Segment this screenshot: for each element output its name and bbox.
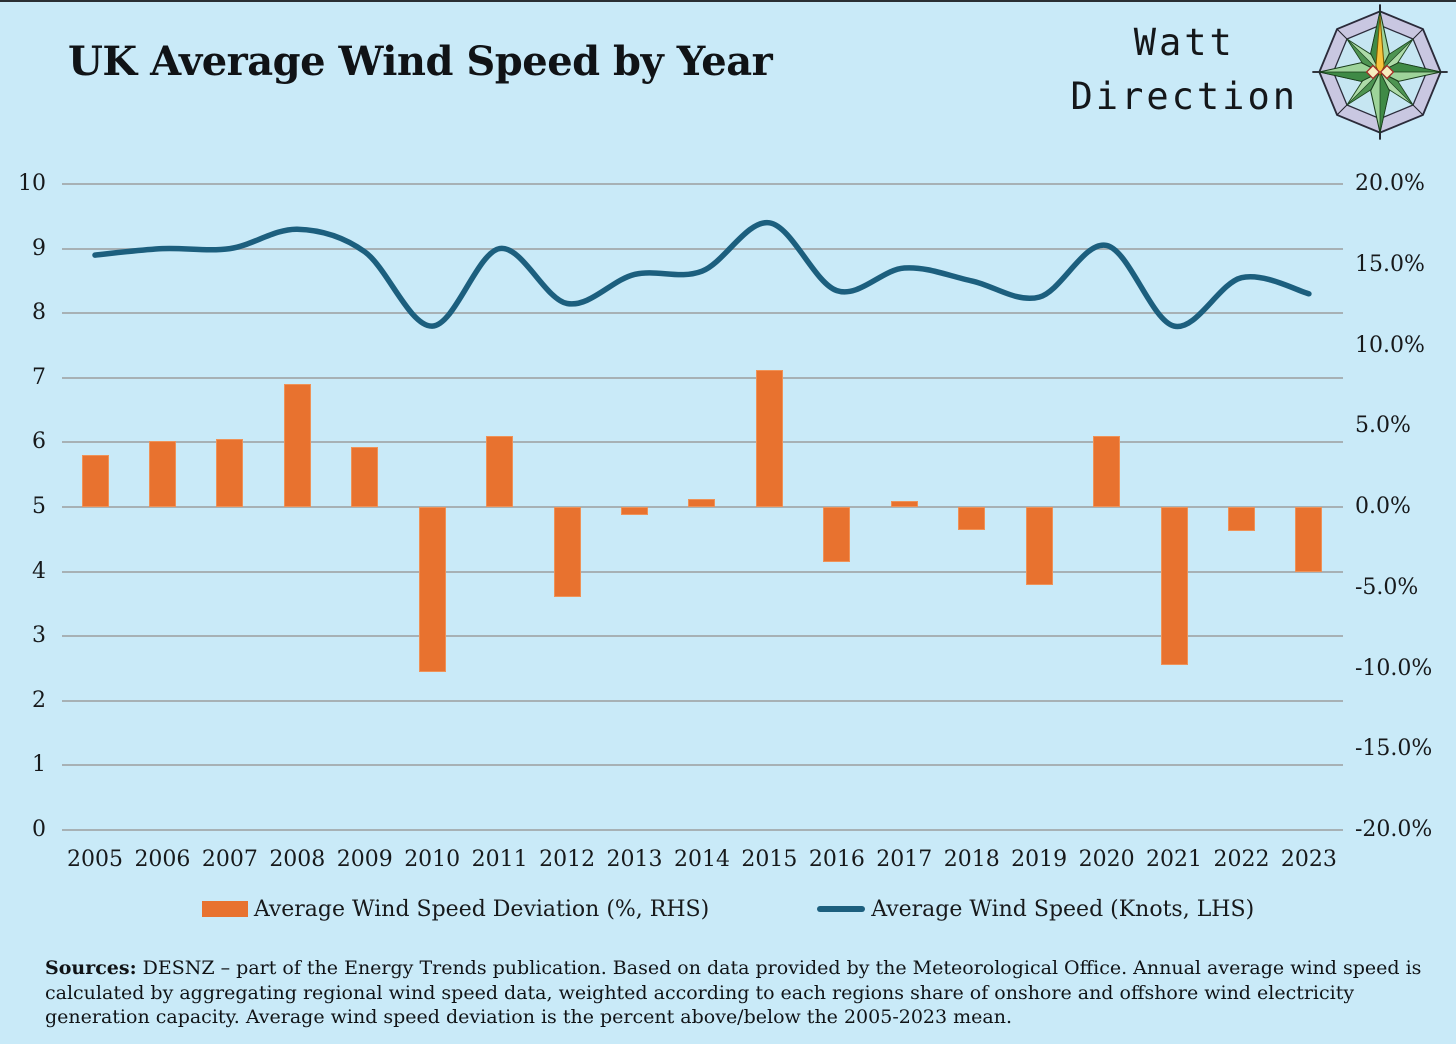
brand-line-2: Direction xyxy=(1070,75,1298,118)
bar-2021 xyxy=(1160,507,1188,666)
gridline xyxy=(62,247,1343,250)
legend-label-speed: Average Wind Speed (Knots, LHS) xyxy=(871,896,1255,922)
left-axis-tick: 4 xyxy=(32,558,46,584)
x-axis-label-2019: 2019 xyxy=(1011,847,1068,872)
bar-2011 xyxy=(486,435,514,507)
x-axis-label-2006: 2006 xyxy=(134,847,191,872)
gridline xyxy=(62,441,1343,444)
bar-2014 xyxy=(688,498,716,507)
x-axis-label-2010: 2010 xyxy=(404,847,461,872)
bar-2012 xyxy=(553,507,581,598)
x-axis-label-2015: 2015 xyxy=(741,847,798,872)
right-axis-tick: 20.0% xyxy=(1355,171,1425,196)
bar-2008 xyxy=(283,384,311,507)
bar-2006 xyxy=(148,440,176,507)
gridline xyxy=(62,829,1343,831)
x-axis-label-2007: 2007 xyxy=(201,847,258,872)
bar-swatch-icon xyxy=(201,901,248,917)
bar-2022 xyxy=(1227,507,1255,532)
gridline xyxy=(62,635,1343,638)
sources-text: DESNZ – part of the Energy Trends public… xyxy=(45,957,1422,1028)
left-axis-tick: 10 xyxy=(18,171,46,196)
gridline xyxy=(62,506,1343,508)
sources-label: Sources: xyxy=(45,957,137,979)
bar-2018 xyxy=(958,507,986,530)
left-axis-tick: 0 xyxy=(32,817,46,842)
legend-item-deviation: Average Wind Speed Deviation (%, RHS) xyxy=(201,896,710,922)
legend-label-deviation: Average Wind Speed Deviation (%, RHS) xyxy=(253,896,710,922)
left-axis-tick: 3 xyxy=(32,623,46,649)
right-axis-tick: 10.0% xyxy=(1355,332,1425,358)
x-axis-label-2014: 2014 xyxy=(673,847,730,872)
x-axis-label-2017: 2017 xyxy=(876,847,933,872)
compass-rose-icon xyxy=(1312,4,1448,140)
sources-note: Sources: DESNZ – part of the Energy Tren… xyxy=(45,956,1423,1030)
gridline xyxy=(62,570,1343,573)
right-axis-tick: 5.0% xyxy=(1355,413,1411,439)
left-axis-tick: 7 xyxy=(32,364,46,390)
page-title: UK Average Wind Speed by Year xyxy=(68,38,773,85)
bar-2009 xyxy=(351,447,379,507)
bar-2005 xyxy=(81,455,109,507)
brand-wordmark: Watt Direction xyxy=(1071,16,1298,124)
left-axis-tick: 9 xyxy=(32,235,46,261)
bar-2020 xyxy=(1093,435,1121,507)
right-axis-tick: 0.0% xyxy=(1355,494,1411,519)
x-axis-label-2005: 2005 xyxy=(67,847,123,872)
line-swatch-icon xyxy=(817,906,866,912)
left-axis-tick: 5 xyxy=(32,494,46,519)
x-axis-label-2009: 2009 xyxy=(336,847,393,872)
left-axis-tick: 8 xyxy=(32,300,46,326)
right-axis-tick: 15.0% xyxy=(1355,251,1425,277)
bar-2016 xyxy=(823,507,851,562)
x-axis-label-2022: 2022 xyxy=(1213,847,1270,872)
x-axis-label-2018: 2018 xyxy=(943,847,1000,872)
gridline xyxy=(62,183,1343,185)
x-axis-label-2023: 2023 xyxy=(1280,847,1337,872)
x-axis-label-2008: 2008 xyxy=(269,847,326,872)
legend: Average Wind Speed Deviation (%, RHS) Av… xyxy=(0,893,1456,925)
right-axis-tick: -15.0% xyxy=(1355,736,1433,762)
right-axis-tick: -10.0% xyxy=(1355,655,1433,681)
x-axis-label-2011: 2011 xyxy=(471,847,528,872)
x-axis-label-2012: 2012 xyxy=(539,847,596,872)
gridline xyxy=(62,312,1343,315)
legend-item-speed: Average Wind Speed (Knots, LHS) xyxy=(817,897,1254,922)
left-axis-tick: 6 xyxy=(32,429,46,455)
bar-2007 xyxy=(216,439,244,507)
left-axis-tick: 2 xyxy=(32,687,46,713)
brand-line-1: Watt xyxy=(1133,21,1235,64)
bar-2019 xyxy=(1025,507,1053,585)
right-axis-tick: -20.0% xyxy=(1355,817,1433,842)
x-axis-label-2021: 2021 xyxy=(1146,847,1203,872)
top-edge-divider xyxy=(0,0,1456,2)
left-axis-tick: 1 xyxy=(32,752,46,778)
right-axis-tick: -5.0% xyxy=(1355,574,1419,600)
gridline xyxy=(62,764,1343,767)
bar-2023 xyxy=(1295,507,1323,572)
bar-2010 xyxy=(418,507,446,672)
bar-2017 xyxy=(890,500,918,507)
x-axis-label-2013: 2013 xyxy=(606,847,663,872)
bar-2013 xyxy=(621,507,649,516)
gridline xyxy=(62,699,1343,702)
x-axis-label-2016: 2016 xyxy=(808,847,865,872)
x-axis-label-2020: 2020 xyxy=(1078,847,1135,872)
gridline xyxy=(62,376,1343,379)
bar-2015 xyxy=(755,369,783,507)
